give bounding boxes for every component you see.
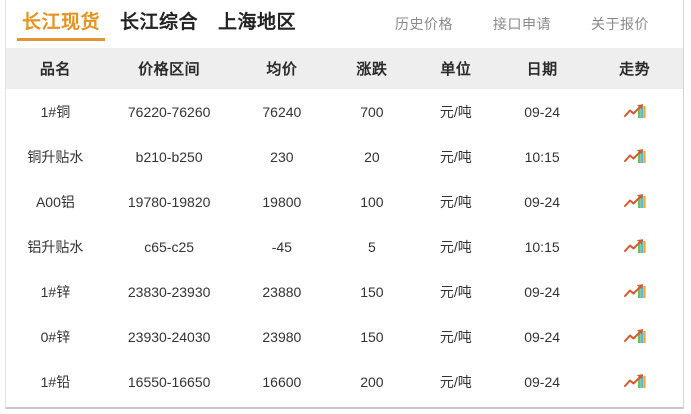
panel: 长江现货 长江综合 上海地区 历史价格 接口申请 关于报价 品名 价格区间	[5, 0, 684, 409]
col-header-price-range: 价格区间	[104, 48, 234, 89]
cell-range: 23930-24030	[104, 314, 234, 359]
table-header-row: 品名 价格区间 均价 涨跌 单位 日期 走势	[6, 48, 683, 89]
col-header-unit: 单位	[413, 48, 499, 89]
price-table: 品名 价格区间 均价 涨跌 单位 日期 走势 1#铜 76220-76260 7…	[6, 48, 683, 404]
cell-change: 5	[330, 224, 414, 269]
cell-range: c65-c25	[104, 224, 234, 269]
cell-range: b210-b250	[104, 134, 234, 179]
cell-name: 1#铅	[6, 359, 105, 404]
cell-date: 10:15	[498, 224, 587, 269]
cell-name: 1#铜	[6, 89, 105, 134]
table-body: 1#铜 76220-76260 76240 700 元/吨 09-24	[6, 89, 683, 404]
cell-range: 16550-16650	[104, 359, 234, 404]
trend-up-icon[interactable]	[622, 326, 648, 346]
cell-avg: 23980	[233, 314, 331, 359]
cell-unit: 元/吨	[413, 314, 499, 359]
table-row: 1#铅 16550-16650 16600 200 元/吨 09-24	[6, 359, 683, 404]
cell-unit: 元/吨	[413, 89, 499, 134]
cell-unit: 元/吨	[413, 179, 499, 224]
cell-avg: 230	[233, 134, 331, 179]
tab-label: 长江现货	[22, 12, 101, 33]
cell-date: 09-24	[498, 89, 587, 134]
widget-header: 长江现货 长江综合 上海地区 历史价格 接口申请 关于报价	[6, 0, 683, 48]
cell-unit: 元/吨	[413, 359, 499, 404]
nav-about-quote[interactable]: 关于报价	[591, 16, 649, 32]
cell-unit: 元/吨	[413, 269, 499, 314]
tab-changjiang-composite[interactable]: 长江综合	[110, 0, 208, 48]
cell-change: 150	[330, 269, 414, 314]
cell-trend	[586, 359, 683, 404]
cell-range: 23830-23930	[104, 269, 234, 314]
cell-trend	[586, 314, 683, 359]
cell-name: A00铝	[6, 179, 105, 224]
nav-history-price[interactable]: 历史价格	[395, 16, 453, 32]
tab-shanghai-region[interactable]: 上海地区	[208, 0, 306, 48]
cell-trend	[586, 224, 683, 269]
cell-range: 19780-19820	[104, 179, 234, 224]
cell-name: 铝升贴水	[6, 224, 105, 269]
trend-up-icon[interactable]	[622, 146, 648, 166]
cell-unit: 元/吨	[413, 134, 499, 179]
cell-range: 76220-76260	[104, 89, 234, 134]
cell-name: 铜升贴水	[6, 134, 105, 179]
region-tabs: 长江现货 长江综合 上海地区	[12, 0, 306, 48]
tab-label: 长江综合	[120, 12, 199, 33]
trend-up-icon[interactable]	[622, 236, 648, 256]
cell-trend	[586, 89, 683, 134]
col-header-avg-price: 均价	[233, 48, 331, 89]
cell-change: 20	[330, 134, 414, 179]
tab-label: 上海地区	[218, 12, 297, 33]
col-header-trend: 走势	[586, 48, 683, 89]
cell-trend	[586, 269, 683, 314]
cell-change: 100	[330, 179, 414, 224]
table-header: 品名 价格区间 均价 涨跌 单位 日期 走势	[6, 48, 683, 89]
cell-avg: 23880	[233, 269, 331, 314]
table-row: 1#铜 76220-76260 76240 700 元/吨 09-24	[6, 89, 683, 134]
cell-date: 09-24	[498, 269, 587, 314]
cell-change: 700	[330, 89, 414, 134]
cell-change: 200	[330, 359, 414, 404]
cell-date: 09-24	[498, 359, 587, 404]
cell-avg: 19800	[233, 179, 331, 224]
cell-trend	[586, 179, 683, 224]
table-row: 铜升贴水 b210-b250 230 20 元/吨 10:15	[6, 134, 683, 179]
col-header-change: 涨跌	[330, 48, 414, 89]
cell-avg: 16600	[233, 359, 331, 404]
table-row: 0#锌 23930-24030 23980 150 元/吨 09-24	[6, 314, 683, 359]
cell-date: 09-24	[498, 314, 587, 359]
cell-name: 1#锌	[6, 269, 105, 314]
col-header-date: 日期	[498, 48, 587, 89]
cell-change: 150	[330, 314, 414, 359]
cell-avg: -45	[233, 224, 331, 269]
nav-api-application[interactable]: 接口申请	[493, 16, 551, 32]
header-nav: 历史价格 接口申请 关于报价	[375, 0, 669, 48]
trend-up-icon[interactable]	[622, 191, 648, 211]
cell-date: 09-24	[498, 179, 587, 224]
cell-date: 10:15	[498, 134, 587, 179]
tab-changjiang-spot[interactable]: 长江现货	[12, 0, 110, 48]
table-row: A00铝 19780-19820 19800 100 元/吨 09-24	[6, 179, 683, 224]
table-row: 铝升贴水 c65-c25 -45 5 元/吨 10:15	[6, 224, 683, 269]
cell-trend	[586, 134, 683, 179]
cell-name: 0#锌	[6, 314, 105, 359]
trend-up-icon[interactable]	[622, 281, 648, 301]
cell-avg: 76240	[233, 89, 331, 134]
cell-unit: 元/吨	[413, 224, 499, 269]
col-header-name: 品名	[6, 48, 105, 89]
table-row: 1#锌 23830-23930 23880 150 元/吨 09-24	[6, 269, 683, 314]
trend-up-icon[interactable]	[622, 371, 648, 391]
trend-up-icon[interactable]	[622, 101, 648, 121]
